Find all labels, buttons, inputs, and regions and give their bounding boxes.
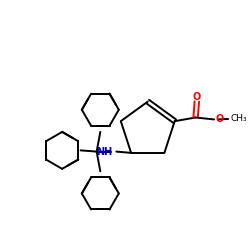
Text: CH₃: CH₃	[230, 114, 247, 124]
Text: O: O	[215, 114, 223, 124]
Text: NH: NH	[96, 146, 113, 156]
Text: O: O	[193, 92, 201, 102]
